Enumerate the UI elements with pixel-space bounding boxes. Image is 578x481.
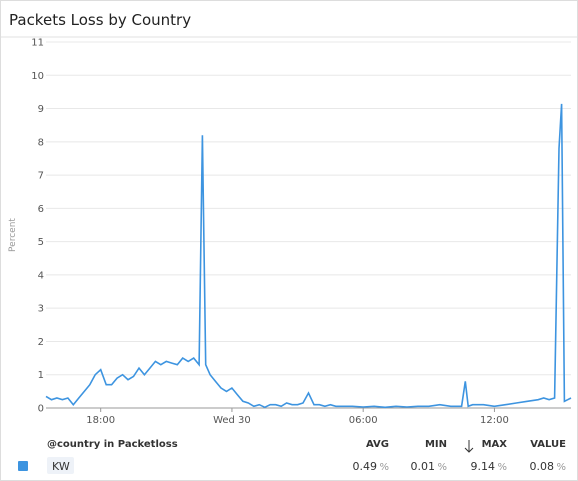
y-tick-label: 4 bbox=[38, 270, 44, 281]
sort-arrow bbox=[464, 440, 474, 453]
y-tick-label: 7 bbox=[38, 171, 44, 182]
legend-header: @country in Packetloss bbox=[47, 439, 178, 450]
legend-value: 9.14 bbox=[471, 460, 496, 473]
legend-unit: % bbox=[497, 462, 507, 473]
legend-column-header: AVG bbox=[366, 439, 389, 450]
y-tick-label: 6 bbox=[38, 204, 44, 215]
legend-column-header: VALUE bbox=[530, 439, 566, 450]
legend-unit: % bbox=[379, 462, 389, 473]
y-tick-label: 3 bbox=[38, 304, 44, 315]
legend-column-header: MAX bbox=[482, 439, 508, 450]
series-line bbox=[45, 103, 572, 409]
legend-name: KW bbox=[52, 460, 70, 473]
y-tick-label: 9 bbox=[38, 104, 44, 115]
legend-unit: % bbox=[556, 462, 566, 473]
y-tick-label: 10 bbox=[31, 71, 44, 82]
legend-unit: % bbox=[437, 462, 447, 473]
legend-column-header: MIN bbox=[425, 439, 447, 450]
y-tick-label: 5 bbox=[38, 237, 44, 248]
y-tick-label: 1 bbox=[38, 370, 44, 381]
chart-title: Packets Loss by Country bbox=[9, 11, 191, 29]
x-tick-label: Wed 30 bbox=[213, 415, 251, 426]
legend-name-bg bbox=[47, 457, 74, 474]
legend-value: 0.49 bbox=[353, 460, 378, 473]
y-tick-label: 8 bbox=[38, 137, 44, 148]
y-tick-label: 11 bbox=[31, 38, 44, 49]
x-tick-label: 06:00 bbox=[349, 415, 378, 426]
legend-value: 0.01 bbox=[411, 460, 436, 473]
y-tick-label: 2 bbox=[38, 337, 44, 348]
y-tick-label: 0 bbox=[38, 404, 44, 415]
legend-swatch bbox=[18, 461, 28, 471]
legend-value: 0.08 bbox=[530, 460, 555, 473]
x-tick-label: 12:00 bbox=[480, 415, 509, 426]
x-tick-label: 18:00 bbox=[86, 415, 115, 426]
y-axis-label: Percent bbox=[8, 218, 18, 252]
